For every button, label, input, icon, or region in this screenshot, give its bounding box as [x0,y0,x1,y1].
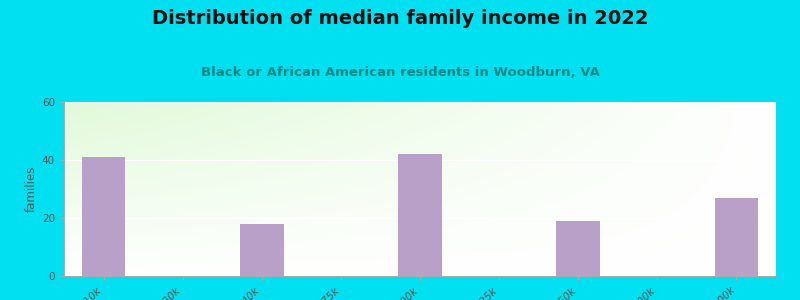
Bar [240,224,283,276]
Bar [82,157,126,276]
Bar [714,198,758,276]
Y-axis label: families: families [25,166,38,212]
Bar [557,221,600,276]
Text: Black or African American residents in Woodburn, VA: Black or African American residents in W… [201,66,599,79]
Bar [398,154,442,276]
Text: Distribution of median family income in 2022: Distribution of median family income in … [152,9,648,28]
